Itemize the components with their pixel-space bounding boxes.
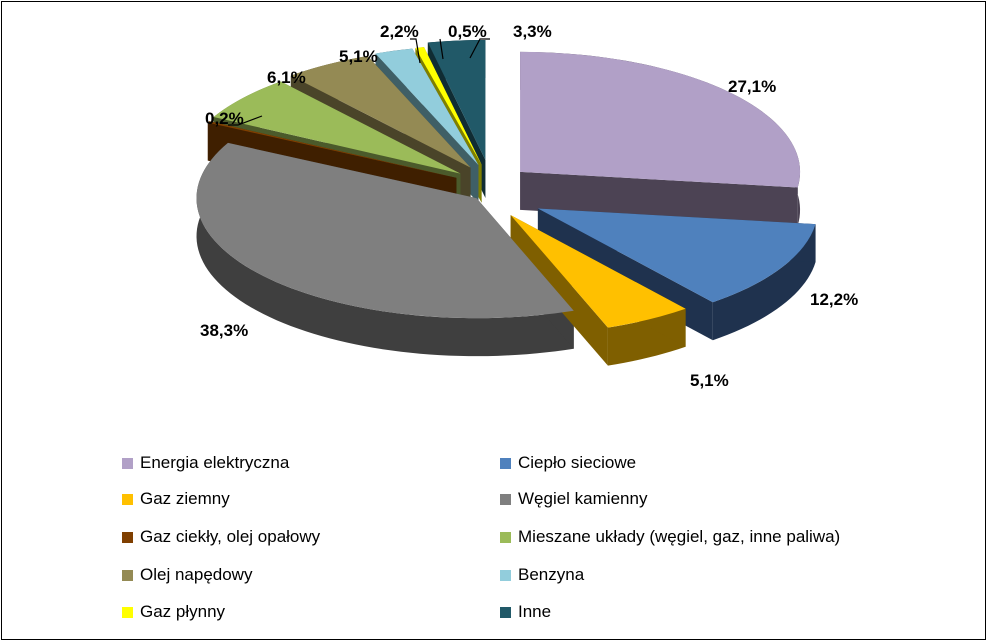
data-label: 0,5% [448, 22, 487, 41]
slice-radial-wall [510, 215, 608, 366]
data-label: 2,2% [380, 22, 419, 41]
data-label: 5,1% [690, 371, 729, 390]
data-label: 3,3% [513, 22, 552, 41]
leader-line [439, 38, 444, 60]
pie-slice-mieszane-uk-ady-w-giel-gaz-inne-paliwa [213, 81, 461, 174]
pie-slice-gaz-ziemny [510, 215, 686, 328]
data-label: 27,1% [728, 77, 776, 96]
leader-line [228, 115, 263, 126]
pie-slice-olej-nap-dowy [290, 56, 471, 168]
data-label: 12,2% [810, 290, 858, 309]
leader-line [410, 38, 421, 64]
pie-tops [196, 39, 816, 328]
data-label: 38,3% [200, 321, 248, 340]
data-label: 6,1% [267, 68, 306, 87]
slice-wall [196, 142, 574, 357]
pie-slice-gaz-ciek-y-olej-opa-owy [207, 121, 457, 178]
data-label: 0,2% [205, 109, 244, 128]
pie-slice-inne [427, 39, 486, 160]
pie-slice-benzyna [375, 48, 479, 166]
slice-wall [712, 224, 816, 341]
pie-slice-ciep-o-sieciowe [537, 208, 816, 303]
data-label: 5,1% [339, 47, 378, 66]
leader-line [469, 38, 490, 59]
pie-slice-gaz-p-ynny [415, 47, 482, 165]
pie-slice-w-giel-kamienny [196, 142, 574, 319]
pie-slice-energia-elektryczna [520, 51, 801, 188]
